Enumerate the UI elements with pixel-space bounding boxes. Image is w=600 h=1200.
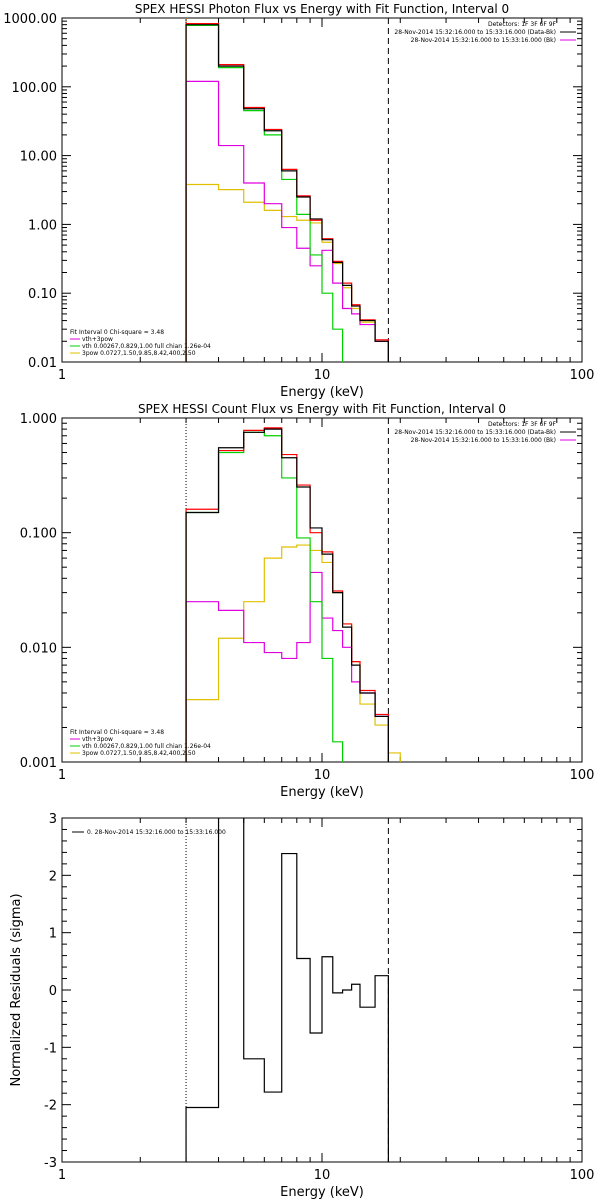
- x-tick-label: 1: [58, 768, 66, 783]
- series-line-0: [185, 428, 389, 762]
- y-tick-label: 0.010: [20, 641, 57, 656]
- y-tick-label: 10.00: [20, 150, 57, 165]
- series-line-3: [185, 24, 344, 362]
- x-tick-label: 10: [314, 1168, 331, 1183]
- x-tick-label: 1: [58, 1168, 66, 1183]
- detector-label: Detectors: 1F 3F 6F 9F: [488, 421, 557, 428]
- series-line-1: [185, 22, 389, 362]
- x-tick-label: 10: [314, 768, 331, 783]
- fit-legend-entry: 3pow 0.0727,1.50,9.85,8.42,400,2.50: [82, 750, 196, 757]
- y-tick-label: 0.001: [20, 756, 57, 771]
- y-tick-label: -3: [44, 1156, 57, 1171]
- residual-line: [185, 818, 389, 1162]
- series-line-4: [185, 544, 401, 762]
- x-tick-label: 10: [314, 368, 331, 383]
- series-line-2: [185, 80, 389, 362]
- y-tick-label: 0: [49, 984, 57, 999]
- residual-legend-entry: 0. 28-Nov-2014 15:32:16.000 to 15:33:16.…: [87, 829, 226, 836]
- plot-title-1: SPEX HESSI Count Flux vs Energy with Fit…: [138, 402, 506, 416]
- y-tick-label: -2: [44, 1099, 57, 1114]
- y-tick-label: 2: [49, 869, 57, 884]
- x-axis-label: Energy (keV): [280, 385, 364, 400]
- y-axis-label: Normalized Residuals (sigma): [9, 893, 24, 1086]
- plot-title-0: SPEX HESSI Photon Flux vs Energy with Fi…: [135, 2, 509, 16]
- detector-label: Detectors: 1F 3F 6F 9F: [488, 21, 557, 28]
- y-tick-label: 100.00: [12, 81, 58, 96]
- detector-label: 28-Nov-2014 15:32:16.000 to 15:33:16.000…: [411, 37, 556, 44]
- y-tick-label: 3: [49, 812, 57, 827]
- plot-frame-0: [61, 17, 583, 363]
- x-tick-label: 100: [570, 368, 595, 383]
- detector-label: 28-Nov-2014 15:32:16.000 to 15:33:16.000…: [394, 429, 556, 436]
- y-tick-label: 1.00: [28, 218, 57, 233]
- detector-label: 28-Nov-2014 15:32:16.000 to 15:33:16.000…: [394, 29, 556, 36]
- fit-legend-entry: vth 0.00267,0.829,1.00 full chian 1.26e-…: [82, 743, 211, 750]
- y-tick-label: 0.10: [28, 287, 57, 302]
- series-line-0: [185, 24, 389, 362]
- y-tick-label: 1.000: [20, 412, 57, 427]
- y-tick-label: 0.100: [20, 527, 57, 542]
- fit-legend-entry: vth 0.00267,0.829,1.00 full chian 1.26e-…: [82, 343, 211, 350]
- y-tick-label: 1000.00: [3, 12, 57, 27]
- series-line-4: [185, 183, 389, 362]
- fit-legend-entry: 3pow 0.0727,1.50,9.85,8.42,400,2.50: [82, 350, 196, 357]
- x-axis-label: Energy (keV): [280, 785, 364, 800]
- fit-legend-title: Fit Interval 0 Chi-square = 3.48: [70, 329, 164, 336]
- y-tick-label: -1: [44, 1041, 57, 1056]
- x-tick-label: 100: [570, 1168, 595, 1183]
- fit-legend-entry: vth+3pow: [82, 336, 113, 343]
- x-axis-label: Energy (keV): [280, 1185, 364, 1200]
- fit-legend-title: Fit Interval 0 Chi-square = 3.48: [70, 729, 164, 736]
- fit-legend-entry: vth+3pow: [82, 736, 113, 743]
- y-tick-label: 0.01: [28, 356, 57, 371]
- x-tick-label: 100: [570, 768, 595, 783]
- y-tick-label: 1: [49, 927, 57, 942]
- detector-label: 28-Nov-2014 15:32:16.000 to 15:33:16.000…: [411, 437, 556, 444]
- x-tick-label: 1: [58, 368, 66, 383]
